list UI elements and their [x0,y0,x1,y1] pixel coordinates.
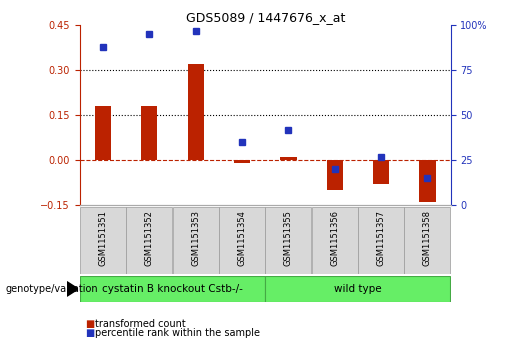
Text: GSM1151355: GSM1151355 [284,210,293,266]
Text: GSM1151351: GSM1151351 [98,210,108,266]
Text: GSM1151354: GSM1151354 [237,210,247,266]
Bar [80,276,265,302]
Text: GSM1151353: GSM1151353 [191,210,200,266]
Text: cystatin B knockout Cstb-/-: cystatin B knockout Cstb-/- [102,284,243,294]
Text: transformed count: transformed count [95,319,186,329]
Text: GSM1151358: GSM1151358 [423,210,432,266]
Bar [419,160,436,202]
Bar [312,207,358,274]
Text: ■: ■ [85,319,94,329]
Bar [219,207,265,274]
Text: percentile rank within the sample: percentile rank within the sample [95,328,260,338]
Bar [234,160,250,163]
Bar [173,207,219,274]
Title: GDS5089 / 1447676_x_at: GDS5089 / 1447676_x_at [185,11,345,24]
Bar [265,276,451,302]
Bar [404,207,451,274]
Bar [358,207,404,274]
Text: GSM1151357: GSM1151357 [376,210,386,266]
Bar [373,160,389,184]
Bar [187,64,204,160]
Bar [327,160,343,190]
Bar [95,106,111,160]
Bar [80,207,126,274]
Text: ■: ■ [85,328,94,338]
Text: GSM1151356: GSM1151356 [330,210,339,266]
Bar [126,207,173,274]
Text: genotype/variation: genotype/variation [5,284,98,294]
Bar [280,157,297,160]
Bar [265,207,312,274]
Text: wild type: wild type [334,284,382,294]
Bar [141,106,158,160]
Polygon shape [67,282,78,296]
Text: GSM1151352: GSM1151352 [145,210,154,266]
